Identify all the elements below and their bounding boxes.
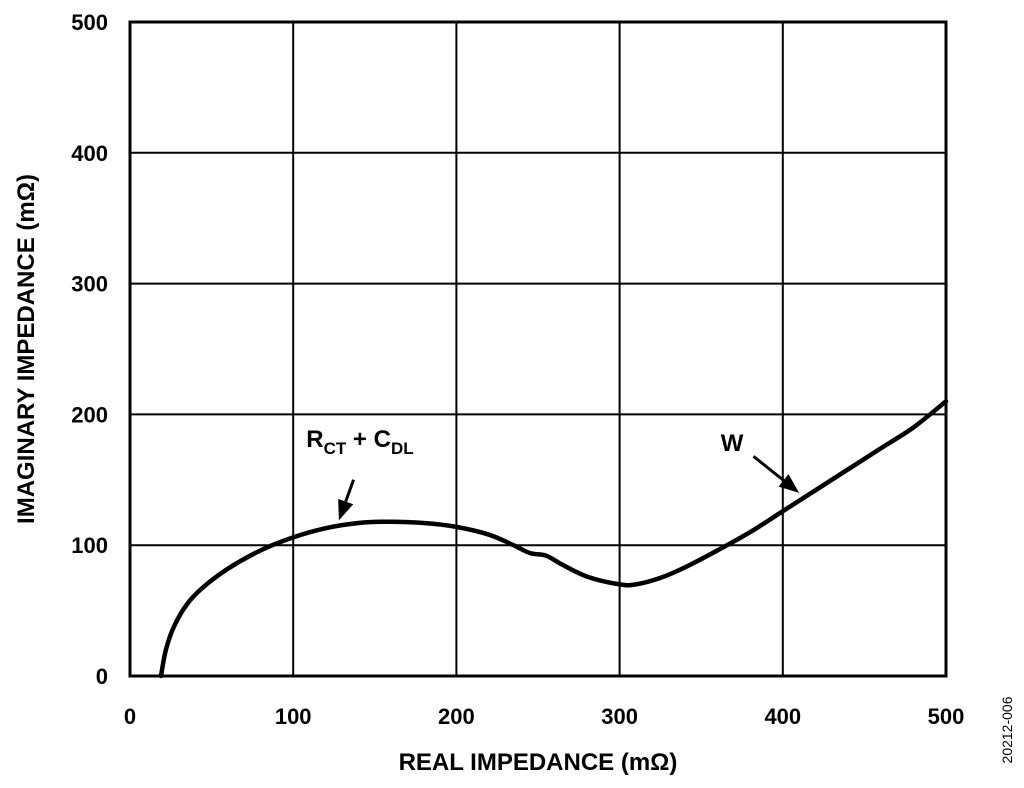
y-tick-label: 100: [71, 533, 108, 558]
annotation-w-label: W: [721, 430, 744, 457]
cdl-sub: DL: [391, 439, 414, 458]
annotation-rct-cdl-label: RCT + CDL: [306, 426, 413, 458]
annotation-w-arrow: [752, 455, 785, 482]
annotation-w: W: [721, 430, 800, 493]
annotation-rct-cdl-arrowhead: [338, 498, 354, 521]
y-tick-label: 500: [71, 10, 108, 35]
annotation-rct-cdl-arrow: [344, 479, 355, 503]
y-tick-label: 400: [71, 141, 108, 166]
annotation-rct-cdl: RCT + CDL: [306, 426, 414, 521]
plot-frame: [128, 20, 948, 678]
y-tick-label: 300: [71, 272, 108, 297]
impedance-curve: [158, 399, 949, 679]
x-tick-label: 200: [438, 704, 475, 729]
rct-sub: CT: [324, 439, 347, 458]
curve-layer: [158, 399, 949, 679]
x-tick-label: 300: [601, 704, 638, 729]
x-tick-label: 100: [275, 704, 312, 729]
grid: [130, 22, 946, 676]
rct-r: R: [306, 426, 323, 453]
y-tick-label: 200: [71, 402, 108, 427]
y-tick-label: 0: [96, 664, 108, 689]
figure-id: 20212-006: [999, 696, 1015, 763]
annotation-w-arrowhead: [778, 474, 800, 493]
x-tick-label: 0: [124, 704, 136, 729]
y-tick-labels: 0 100 200 300 400 500: [71, 10, 108, 689]
x-axis-label: REAL IMPEDANCE (mΩ): [399, 749, 678, 776]
x-tick-label: 500: [928, 704, 965, 729]
rct-plus-c: + C: [346, 426, 391, 453]
x-tick-labels: 0 100 200 300 400 500: [124, 704, 964, 729]
x-tick-label: 400: [764, 704, 801, 729]
y-axis-label: IMAGINARY IMPEDANCE (mΩ): [13, 174, 40, 524]
